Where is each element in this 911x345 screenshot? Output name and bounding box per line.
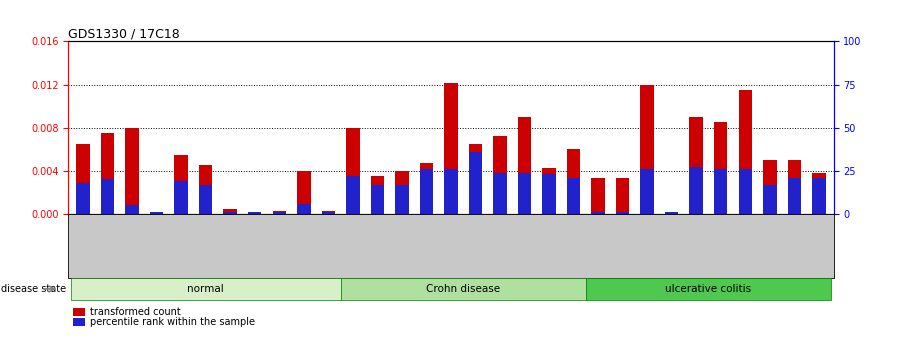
Bar [150,213,163,214]
Bar [322,211,335,214]
Bar [542,174,556,214]
Bar [517,117,531,214]
Bar [665,213,679,214]
Bar [77,183,90,214]
Bar [101,179,114,214]
Bar [542,168,556,214]
Bar [665,212,679,214]
Bar [77,144,90,214]
Bar [812,178,825,214]
Bar [73,318,85,326]
Bar [420,163,433,214]
Bar [272,212,286,214]
Bar [174,181,188,214]
Bar [371,185,384,214]
Bar [591,178,605,214]
Bar [567,178,580,214]
Bar [517,172,531,214]
Bar [739,90,752,214]
Bar [297,204,311,214]
Text: normal: normal [188,284,224,294]
Bar [739,169,752,214]
Bar [248,213,261,214]
Text: Crohn disease: Crohn disease [426,284,500,294]
Bar [126,205,138,214]
Bar [272,211,286,214]
Bar [616,178,630,214]
Bar [591,212,605,214]
Bar [640,85,654,214]
Bar [567,149,580,214]
Bar [714,122,728,214]
Bar [690,117,703,214]
Bar [371,176,384,214]
Bar [493,136,507,214]
Bar [812,173,825,214]
Text: GDS1330 / 17C18: GDS1330 / 17C18 [68,27,180,40]
Bar [322,212,335,214]
Bar [341,278,586,300]
Bar [616,212,630,214]
Bar [346,128,360,214]
Bar [199,165,212,214]
Text: ulcerative colitis: ulcerative colitis [665,284,752,294]
Bar [68,214,834,278]
Bar [150,212,163,214]
Text: disease state: disease state [1,284,66,294]
Bar [420,169,433,214]
Text: transformed count: transformed count [90,307,181,317]
Bar [763,185,776,214]
Bar [126,128,138,214]
Bar [586,278,831,300]
Bar [445,169,457,214]
Bar [395,171,409,214]
Bar [73,308,85,316]
Bar [493,172,507,214]
Bar [469,144,482,214]
Text: percentile rank within the sample: percentile rank within the sample [90,317,255,327]
Bar [763,160,776,214]
Bar [71,278,341,300]
Bar [223,212,237,214]
Bar [395,185,409,214]
Bar [445,83,457,214]
Bar [223,208,237,214]
Bar [690,167,703,214]
Bar [469,152,482,214]
Bar [714,169,728,214]
Bar [640,169,654,214]
Bar [101,133,114,214]
Bar [199,185,212,214]
Bar [248,212,261,214]
Bar [346,176,360,214]
Bar [788,178,801,214]
Bar [297,171,311,214]
Bar [174,155,188,214]
Bar [788,160,801,214]
